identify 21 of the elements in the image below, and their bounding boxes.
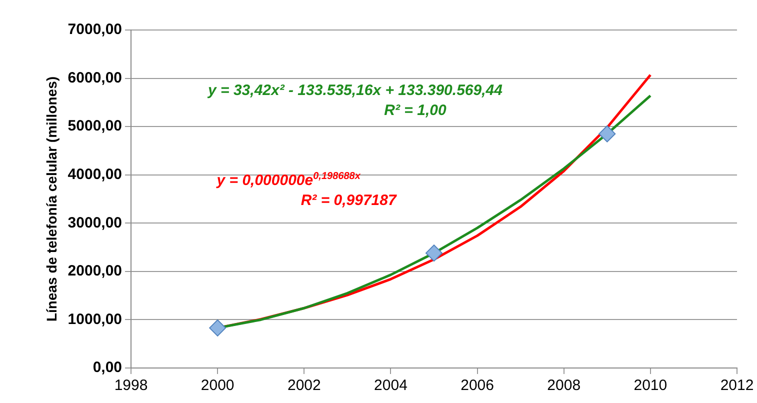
annotation: y = 33,42x² - 133.535,16x + 133.390.569,44 R² = 1,00 — [207, 82, 504, 119]
x-tick-label: 2008 — [547, 377, 581, 394]
y-tick-label: 0,00 — [92, 359, 122, 376]
y-tick-label: 5000,00 — [68, 118, 122, 135]
y-tick-label: 3000,00 — [68, 214, 122, 232]
x-tick-label: 2004 — [374, 377, 408, 394]
y-tick-label: 4000,00 — [68, 166, 122, 183]
x-tick-label: 2010 — [634, 377, 668, 394]
y-axis-title: Líneas de telefonía celular (millones) — [43, 76, 60, 322]
x-tick-label: 2002 — [287, 377, 321, 394]
point — [426, 244, 443, 262]
y-tick-label: 7000,00 — [68, 21, 122, 38]
x-tick-label: 2012 — [720, 377, 754, 394]
point — [598, 125, 616, 142]
x-tick-label: 1998 — [114, 377, 148, 394]
x-tick-label: 2000 — [200, 377, 234, 394]
x-tick-label: 2006 — [460, 377, 494, 394]
y-tick-label: 2000,00 — [68, 262, 122, 280]
point — [209, 319, 226, 336]
y-tick-label: 1000,00 — [68, 310, 122, 328]
y-tick-label: 6000,00 — [68, 69, 122, 86]
